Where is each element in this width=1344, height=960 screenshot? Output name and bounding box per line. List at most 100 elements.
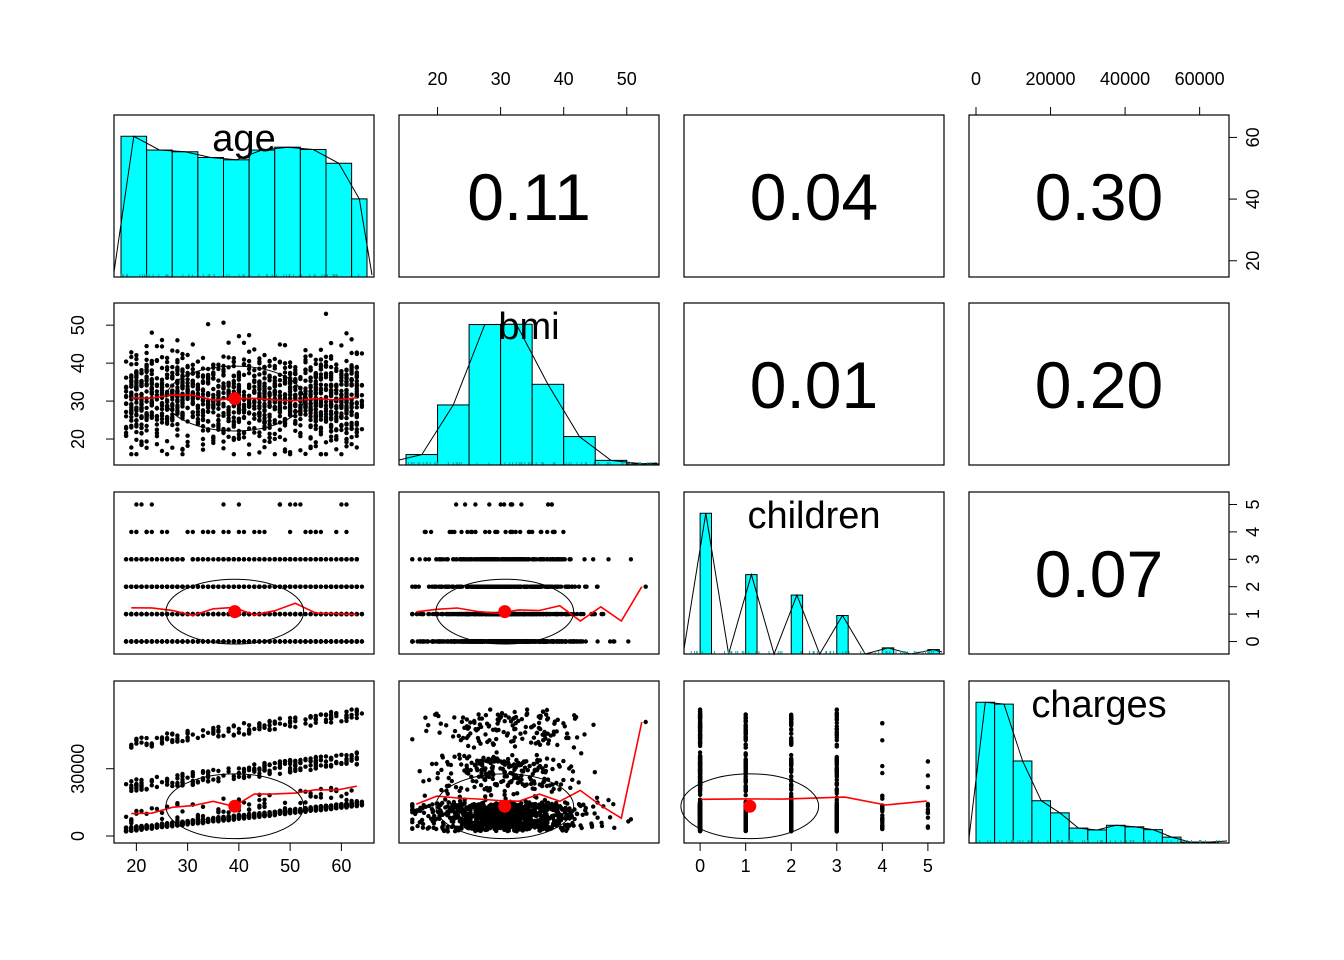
data-point	[149, 410, 154, 415]
data-point	[221, 502, 226, 507]
data-point	[144, 389, 149, 394]
data-point	[344, 358, 349, 364]
data-point	[328, 639, 334, 644]
data-point	[149, 415, 154, 420]
data-point	[195, 374, 201, 379]
data-point	[134, 400, 139, 405]
data-point	[123, 639, 129, 644]
data-point	[190, 732, 195, 737]
data-point	[180, 379, 185, 384]
data-point	[257, 450, 262, 455]
data-point	[354, 584, 359, 589]
data-point	[267, 422, 272, 427]
data-point	[349, 337, 354, 342]
data-point	[221, 611, 226, 617]
data-point	[359, 399, 365, 404]
data-point	[144, 557, 149, 562]
data-point	[272, 356, 277, 362]
data-point	[267, 378, 272, 383]
data-point	[216, 417, 221, 423]
data-point	[267, 374, 272, 380]
data-point	[190, 362, 195, 367]
correlation-value: 0.07	[1035, 537, 1163, 611]
data-point	[344, 411, 349, 416]
data-point	[154, 383, 160, 389]
data-point	[154, 344, 160, 349]
data-point	[246, 333, 252, 338]
data-point	[221, 372, 226, 377]
data-point	[318, 639, 324, 644]
data-point	[159, 355, 165, 360]
data-point	[334, 391, 339, 396]
data-point	[308, 368, 313, 373]
data-point	[277, 557, 283, 562]
data-point	[226, 355, 231, 360]
data-point	[205, 611, 211, 617]
data-point	[308, 424, 313, 430]
data-point	[257, 529, 262, 535]
data-point	[354, 351, 359, 357]
scatter-panel-bmi-vs-age	[123, 311, 365, 457]
data-point	[354, 445, 359, 450]
data-point	[123, 430, 129, 435]
data-point	[129, 445, 134, 450]
data-point	[487, 502, 492, 507]
data-point	[257, 417, 262, 423]
data-point	[257, 430, 262, 435]
data-point	[303, 378, 308, 383]
data-point	[339, 452, 344, 457]
data-point	[139, 422, 144, 427]
data-point	[483, 529, 488, 535]
data-point	[584, 584, 589, 589]
data-point	[308, 407, 313, 412]
data-point	[195, 371, 201, 376]
data-point	[626, 639, 631, 644]
data-point	[241, 774, 247, 779]
data-point	[437, 557, 442, 562]
data-point	[359, 393, 365, 398]
data-point	[221, 584, 226, 589]
data-point	[277, 400, 283, 405]
data-point	[267, 386, 272, 391]
data-point	[272, 452, 277, 457]
data-point	[216, 425, 221, 430]
data-point	[272, 375, 277, 380]
data-point	[328, 384, 334, 389]
data-point	[349, 383, 354, 388]
data-point	[231, 422, 236, 427]
data-point	[262, 376, 267, 381]
tick-label: 40	[554, 69, 574, 89]
data-point	[211, 372, 216, 377]
data-point	[339, 403, 344, 408]
data-point	[354, 389, 359, 394]
data-point	[241, 430, 247, 436]
data-point	[277, 360, 283, 365]
data-point	[318, 417, 324, 422]
data-point	[144, 357, 149, 362]
data-point	[226, 557, 231, 562]
correlation-value: 0.11	[467, 160, 591, 234]
data-point	[211, 423, 216, 428]
data-point	[472, 557, 477, 562]
data-point	[262, 404, 267, 409]
data-point	[205, 557, 211, 562]
data-point	[318, 382, 324, 387]
data-point	[308, 529, 313, 535]
correlation-value: 0.01	[750, 348, 878, 422]
data-point	[123, 611, 129, 617]
tick-label: 0	[68, 831, 88, 841]
data-point	[313, 375, 318, 380]
data-point	[129, 407, 134, 412]
data-point	[293, 402, 298, 408]
data-point	[506, 557, 511, 562]
histogram-bar	[325, 162, 353, 278]
data-point	[318, 377, 324, 382]
data-point	[521, 557, 526, 562]
data-point	[236, 416, 242, 421]
tick-label: 1	[1243, 609, 1263, 619]
data-point	[282, 377, 288, 382]
data-point	[190, 384, 195, 389]
data-point	[272, 381, 277, 386]
data-point	[134, 611, 139, 617]
data-point	[303, 584, 308, 589]
